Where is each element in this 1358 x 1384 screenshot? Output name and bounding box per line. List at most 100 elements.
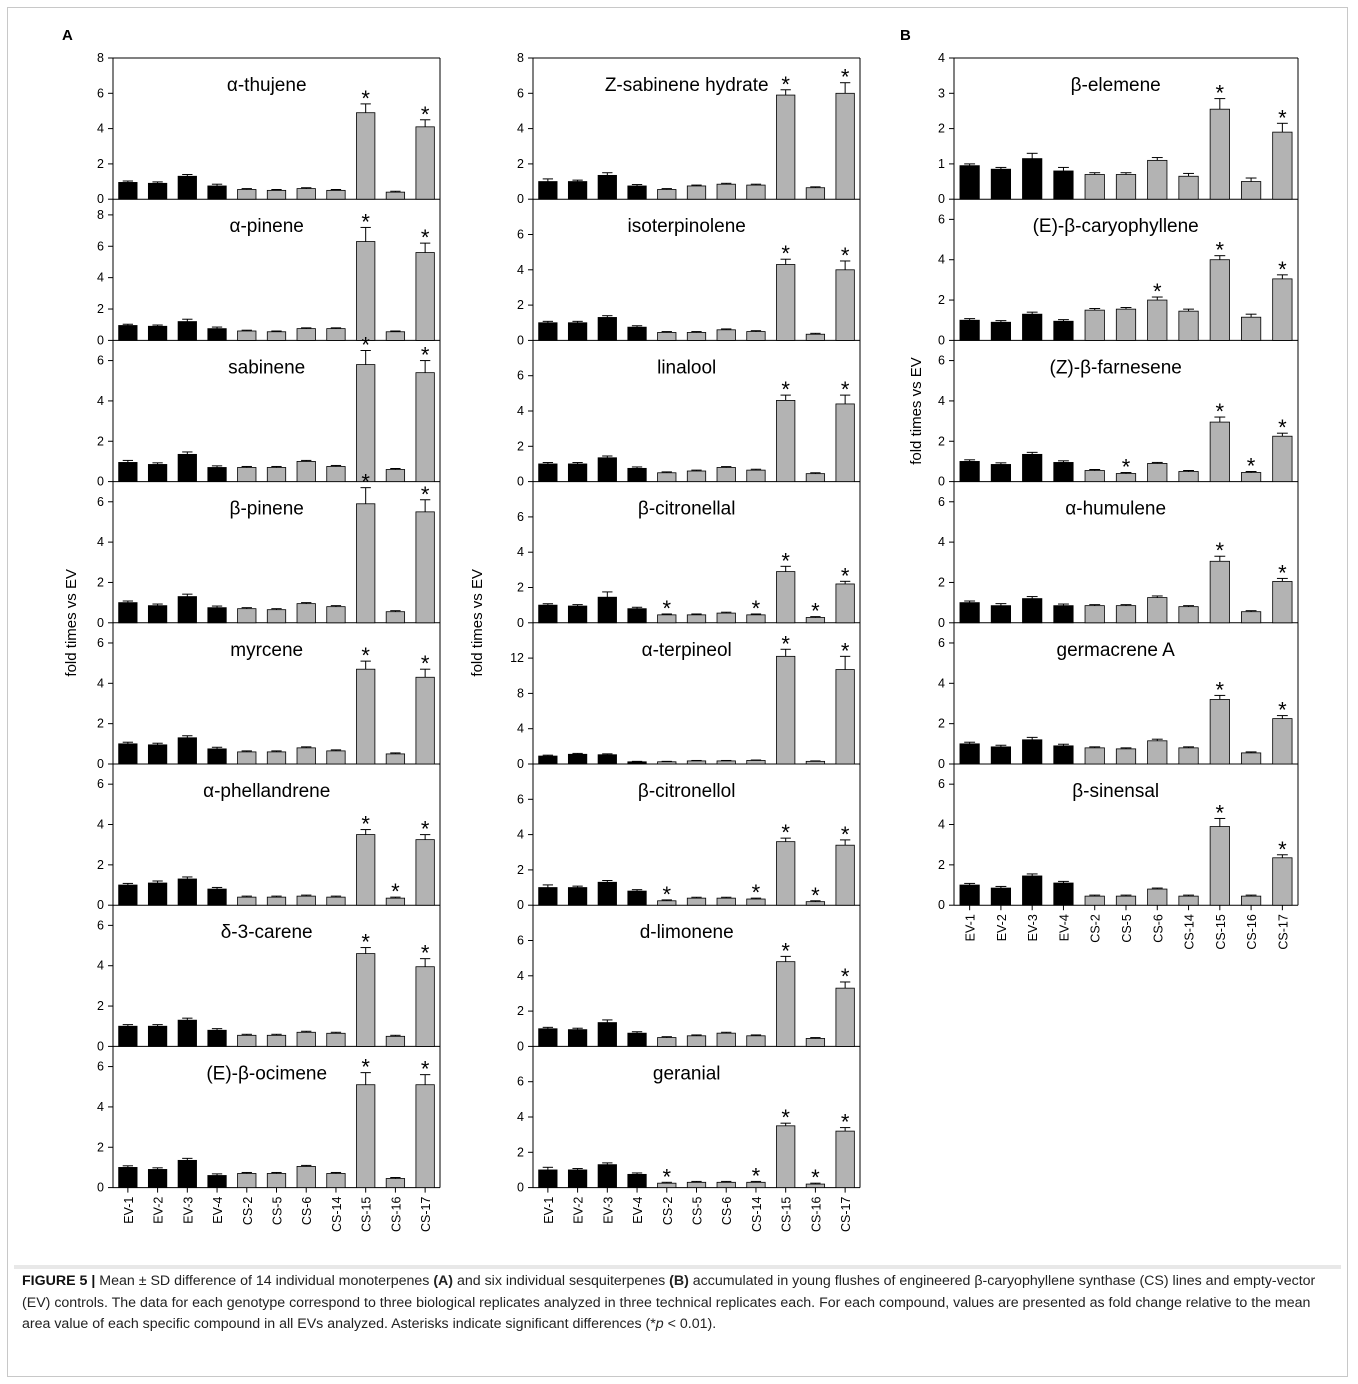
significance-star: * [1216,399,1225,424]
bar [1115,174,1137,200]
y-tick-label: 6 [517,934,524,948]
bar [959,743,980,765]
bar [237,751,257,765]
x-tick-label: CS-6 [300,1197,314,1226]
bar [1209,108,1230,200]
bar [237,896,257,906]
bar [1272,435,1293,483]
bar [990,605,1012,624]
bar [1115,748,1137,765]
bar [567,753,588,765]
y-tick-label: 2 [97,302,104,316]
y-tick-label: 4 [97,676,104,690]
bar [657,189,677,200]
bar [746,760,766,765]
x-tick-label: CS-16 [389,1197,403,1232]
bar [627,185,647,200]
significance-star: * [781,241,790,266]
bar [1115,895,1137,906]
significance-star: * [1247,454,1256,479]
y-axis-label: fold times vs EV [908,357,925,465]
y-tick-label: 8 [517,686,524,700]
x-tick-label: CS-17 [839,1197,853,1232]
y-tick-label: 2 [517,298,524,312]
y-tick-label: 0 [938,616,945,630]
bar [716,612,736,624]
bar [776,400,796,483]
y-tick-label: 0 [517,1181,524,1195]
bar [1147,463,1168,482]
y-tick-label: 6 [517,369,524,383]
significance-star: * [421,941,430,966]
y-tick-label: 0 [938,333,945,347]
bar [356,112,376,200]
bar [207,185,227,200]
bar [657,1037,677,1047]
caption-text-3: accumulated in young flushes of engineer… [22,1273,1316,1332]
significance-star: * [361,332,370,357]
caption-divider [14,1265,1341,1269]
significance-star: * [361,643,370,668]
bar [1053,745,1074,765]
bar [237,1034,257,1047]
y-tick-label: 4 [97,122,104,136]
y-tick-label: 1 [938,157,945,171]
bar [1084,605,1105,624]
bar [776,264,796,341]
y-tick-label: 0 [97,1181,104,1195]
x-tick-label: CS-15 [1214,914,1228,949]
significance-star: * [841,1110,850,1135]
bar [326,328,346,341]
subplot-title: germacrene A [1057,640,1176,661]
bar [776,94,796,200]
y-tick-label: 4 [97,818,104,832]
bar [356,668,376,765]
x-tick-label: CS-5 [691,1197,705,1226]
subplot-title: α-thujene [227,75,307,96]
significance-star: * [752,1163,761,1188]
bar [1147,159,1168,200]
bar [177,321,197,341]
bar [686,897,707,906]
subplot-title: isoterpinolene [628,216,746,237]
significance-star: * [421,482,430,507]
bar [1240,611,1262,624]
bar [805,1038,826,1047]
significance-star: * [841,638,850,663]
y-tick-label: 4 [938,394,945,408]
bar [686,760,707,765]
bar [356,241,376,341]
y-tick-label: 4 [97,394,104,408]
bar [805,473,826,483]
bar [326,606,346,624]
y-tick-label: 6 [97,239,104,253]
bar [207,888,227,906]
y-tick-label: 6 [938,777,945,791]
bar [1178,310,1199,341]
significance-star: * [361,86,370,111]
x-tick-label: EV-1 [122,1197,136,1224]
bar [266,331,287,341]
bar [1084,174,1105,200]
y-tick-label: 0 [938,192,945,206]
y-tick-label: 0 [938,757,945,771]
bar [805,760,826,765]
bar [415,252,435,341]
bar [1178,471,1199,482]
bar [805,333,826,341]
x-tick-label: CS-2 [241,1197,255,1226]
bar [567,1029,588,1047]
bar [1272,278,1293,341]
bar [266,1034,287,1047]
bar [1209,699,1230,765]
bar [118,462,138,482]
bar [1147,888,1168,906]
bar [177,596,197,624]
bar [356,1084,376,1188]
bar [266,896,287,906]
bar [385,1178,406,1188]
bar [147,605,168,624]
significance-star: * [421,343,430,368]
significance-star: * [1153,279,1162,304]
bar [1178,606,1199,624]
